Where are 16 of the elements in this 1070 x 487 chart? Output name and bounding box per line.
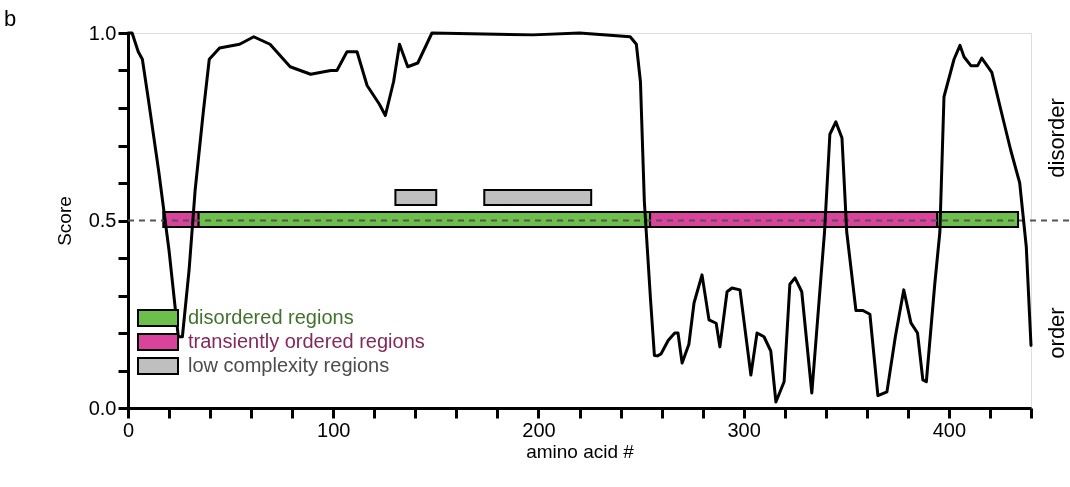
y-tick-label: 0.0 <box>88 396 117 419</box>
x-tick-label: 0 <box>122 418 135 441</box>
text: order <box>1044 307 1069 359</box>
y-tick-label: 1.0 <box>88 21 117 44</box>
y-axis-title: Score <box>53 196 75 246</box>
legend-label: transiently ordered regions <box>188 330 425 352</box>
x-tick-label: 200 <box>522 418 556 441</box>
x-tick-label: 400 <box>932 418 967 441</box>
x-tick-label: 100 <box>317 418 351 441</box>
legend-label: low complexity regions <box>188 354 390 376</box>
y-tick-label: 0.5 <box>88 209 117 231</box>
x-tick-label: 300 <box>727 418 761 441</box>
text: disorder <box>1044 98 1069 178</box>
text: b <box>3 6 17 31</box>
x-axis-title: amino acid # <box>526 440 635 462</box>
legend-label: disordered regions <box>188 306 354 328</box>
